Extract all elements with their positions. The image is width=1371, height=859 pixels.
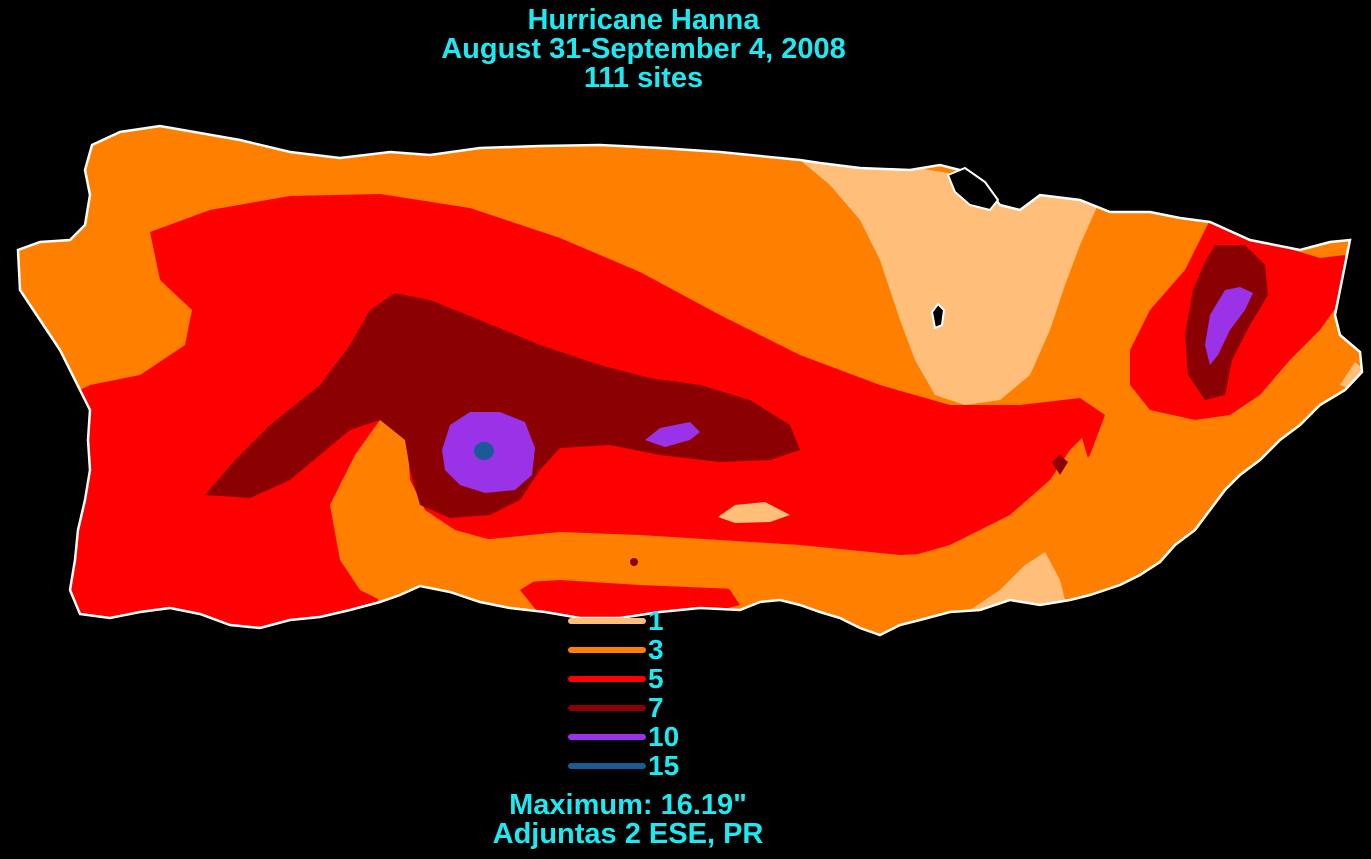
legend-swatch — [568, 763, 646, 769]
legend-label: 5 — [648, 663, 664, 694]
title-storm-name: Hurricane Hanna — [527, 4, 760, 36]
inland-lake — [930, 302, 946, 330]
san-juan-bay — [946, 166, 1000, 212]
legend-label: 1 — [648, 605, 664, 636]
map-title: Hurricane Hanna August 31-September 4, 2… — [0, 6, 1287, 93]
legend-label: 3 — [648, 634, 664, 665]
legend-label: 7 — [648, 692, 664, 723]
contour-7-west — [205, 293, 800, 518]
title-site-count: 111 sites — [583, 62, 704, 94]
legend-label: 10 — [648, 721, 680, 752]
contour-7-dot — [630, 558, 638, 566]
contour-3-inner-wedge — [330, 420, 1090, 600]
legend-swatch — [568, 705, 646, 711]
contour-1-northeast — [800, 160, 1100, 405]
legend-swatch — [568, 676, 646, 682]
contour-1-southeast — [970, 552, 1065, 610]
legend-swatch — [568, 647, 646, 653]
maximum-info: Maximum: 16.19" Adjuntas 2 ESE, PR — [0, 791, 1256, 849]
contour-1-center — [718, 502, 790, 523]
legend-swatch — [568, 734, 646, 740]
legend-item-1: 1 — [568, 606, 708, 636]
legend-item-3: 3 — [568, 635, 708, 665]
contour-15-peak — [474, 442, 494, 460]
maximum-value: Maximum: 16.19" — [509, 789, 747, 821]
legend-item-7: 7 — [568, 693, 708, 723]
legend-item-5: 5 — [568, 664, 708, 694]
legend-item-15: 15 — [568, 751, 708, 781]
legend-swatch — [568, 618, 646, 624]
contour-10-small — [645, 422, 700, 447]
title-date-range: August 31-September 4, 2008 — [441, 33, 846, 65]
legend-item-10: 10 — [568, 722, 708, 752]
contour-10-east — [1205, 287, 1253, 365]
maximum-location: Adjuntas 2 ESE, PR — [492, 818, 764, 850]
contour-7-spot — [1052, 455, 1068, 475]
legend-label: 15 — [648, 750, 680, 781]
coastline — [16, 124, 1364, 637]
